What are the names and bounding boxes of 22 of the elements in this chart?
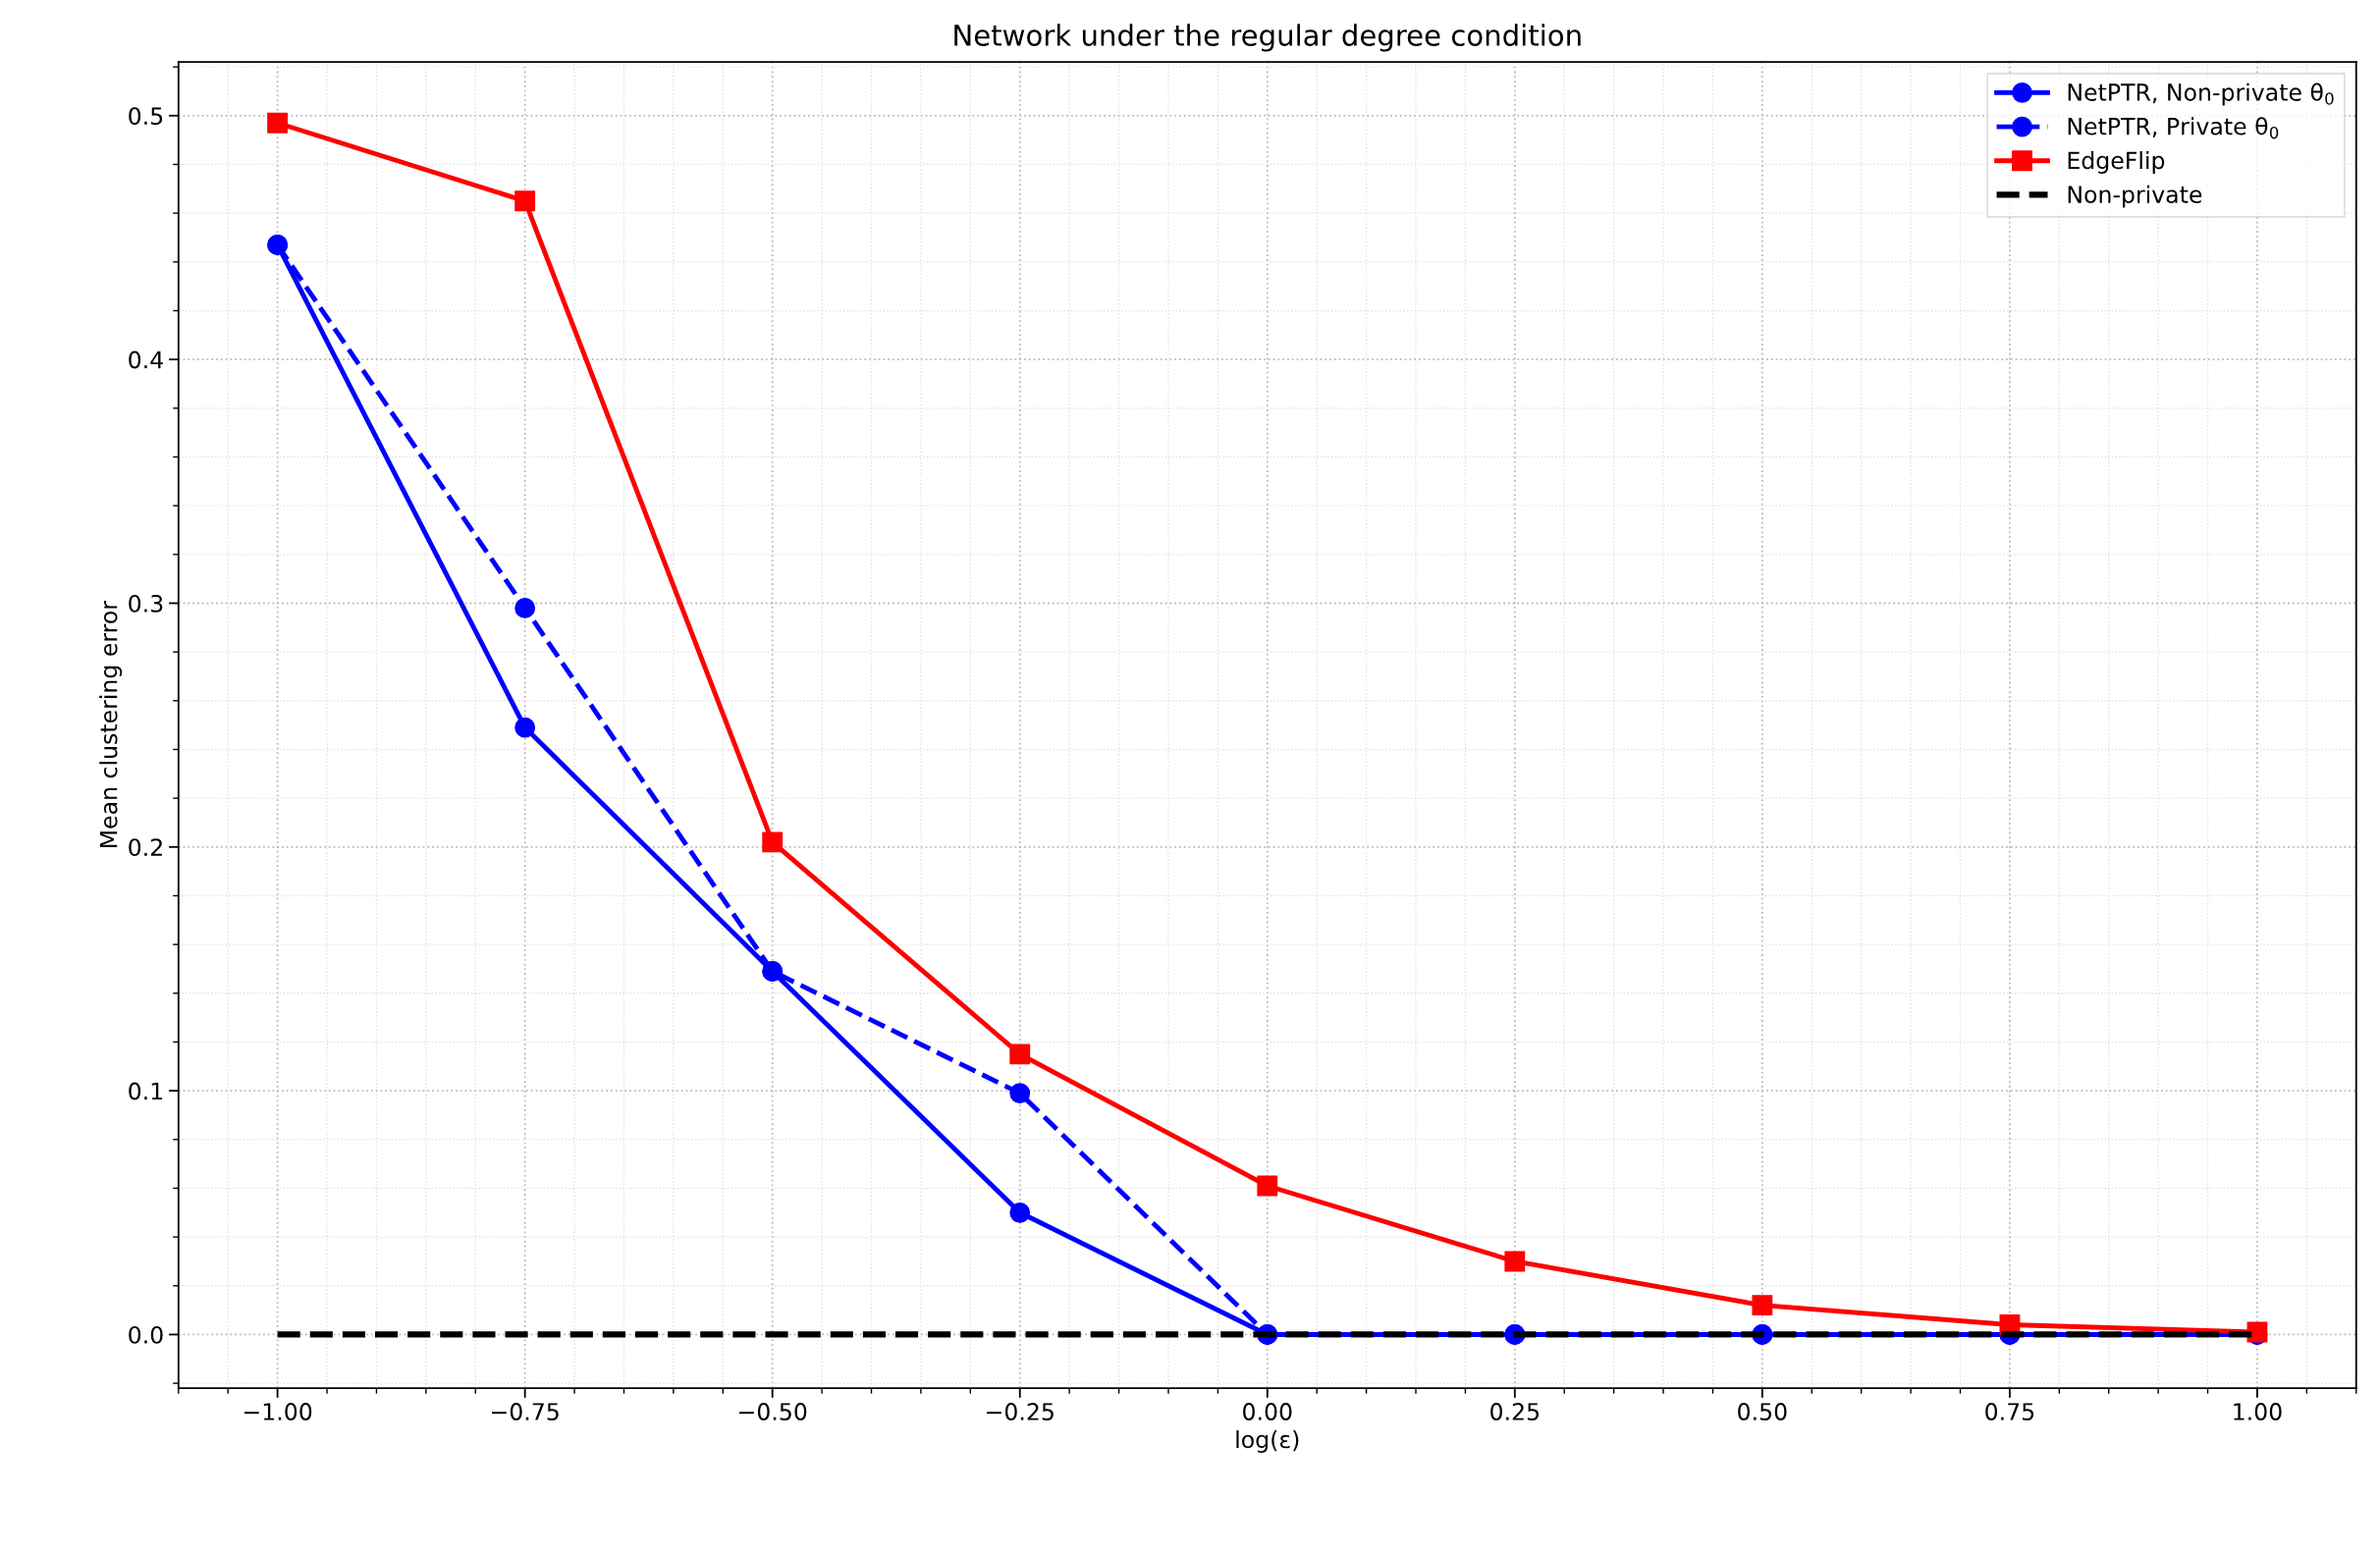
- y-tick-label: 0.4: [129, 350, 163, 369]
- y-tick-label: 0.2: [129, 838, 162, 857]
- chart-title: Network under the regular degree condition: [954, 24, 1581, 52]
- x-axis-title: log(ε): [1236, 1430, 1299, 1453]
- x-tick-label: 1.00: [2234, 1403, 2282, 1420]
- x-tick-label: 0.50: [1738, 1403, 1787, 1420]
- legend-label: NetPTR, Private θ$_{0}$: [2068, 117, 2279, 139]
- x-tick-label: 0.00: [1243, 1403, 1292, 1420]
- legend-label: Non-private: [2068, 185, 2202, 208]
- legend-label: NetPTR, Non-private θ$_{0}$: [2068, 82, 2334, 106]
- y-tick-label: 0.5: [129, 107, 163, 126]
- x-tick-label: 0.75: [1985, 1403, 2034, 1420]
- y-tick-label: 0.0: [129, 1325, 163, 1344]
- x-tick-label: 0.25: [1490, 1403, 1540, 1420]
- legend-label: EdgeFlip: [2068, 151, 2165, 174]
- x-tick-label: −1.00: [243, 1403, 312, 1420]
- y-axis-title: Mean clustering error: [99, 601, 123, 847]
- y-tick-label: 0.3: [129, 594, 163, 613]
- x-tick-label: −0.75: [491, 1403, 559, 1420]
- x-tick-label: −0.25: [987, 1403, 1054, 1420]
- y-tick-label: 0.1: [129, 1082, 163, 1100]
- x-tick-label: −0.50: [739, 1403, 807, 1420]
